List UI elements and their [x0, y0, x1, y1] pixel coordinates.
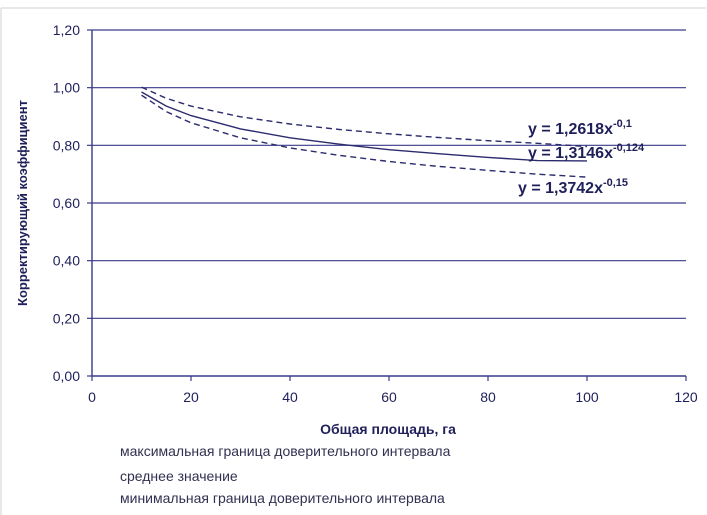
- x-tick-label: 100: [575, 389, 599, 405]
- legend-item-min: минимальная граница доверительного интер…: [120, 490, 445, 506]
- y-tick-label: 0,00: [53, 368, 80, 384]
- x-tick-label: 80: [480, 389, 496, 405]
- x-tick-label: 20: [183, 389, 199, 405]
- axes: 0,00 0,20 0,40 0,60 0,80 1,00 1,20 0 20 40 60 80 100…: [53, 22, 698, 405]
- equation-min: y = 1,3742x-0,15: [518, 177, 628, 197]
- y-axis-title: Корректирующий коэффициент: [15, 100, 30, 306]
- series-mean-line: [141, 91, 588, 162]
- x-tick-label: 40: [282, 389, 298, 405]
- series-min-lower-bound-line: [141, 94, 588, 178]
- y-tick-label: 1,00: [53, 80, 80, 96]
- y-tick-label: 0,40: [53, 253, 80, 269]
- legend-item-max: максимальная граница доверительного инте…: [120, 443, 451, 459]
- x-tick-label: 60: [381, 389, 397, 405]
- y-tick-label: 1,20: [53, 22, 80, 38]
- trend-equations: y = 1,2618x-0,1 y = 1,3146x-0,124 y = 1,37…: [518, 118, 645, 197]
- series-max-upper-bound-line: [141, 86, 588, 148]
- x-tick-label: 0: [88, 389, 96, 405]
- legend-item-mean: среднее значение: [120, 468, 238, 484]
- equation-exponent: -0,15: [603, 177, 628, 189]
- x-axis-title: Общая площадь, га: [320, 421, 456, 437]
- y-tick-label: 0,20: [53, 310, 80, 326]
- y-tick-label: 0,60: [53, 195, 80, 211]
- equation-mean: y = 1,3146x-0,124: [528, 142, 645, 162]
- equation-max: y = 1,2618x-0,1: [528, 118, 632, 138]
- gridlines: [92, 29, 686, 319]
- y-tick-label: 0,80: [53, 137, 80, 153]
- equation-exponent: -0,1: [613, 118, 632, 130]
- x-tick-label: 120: [674, 389, 698, 405]
- curves: [141, 86, 588, 178]
- equation-exponent: -0,124: [613, 142, 645, 154]
